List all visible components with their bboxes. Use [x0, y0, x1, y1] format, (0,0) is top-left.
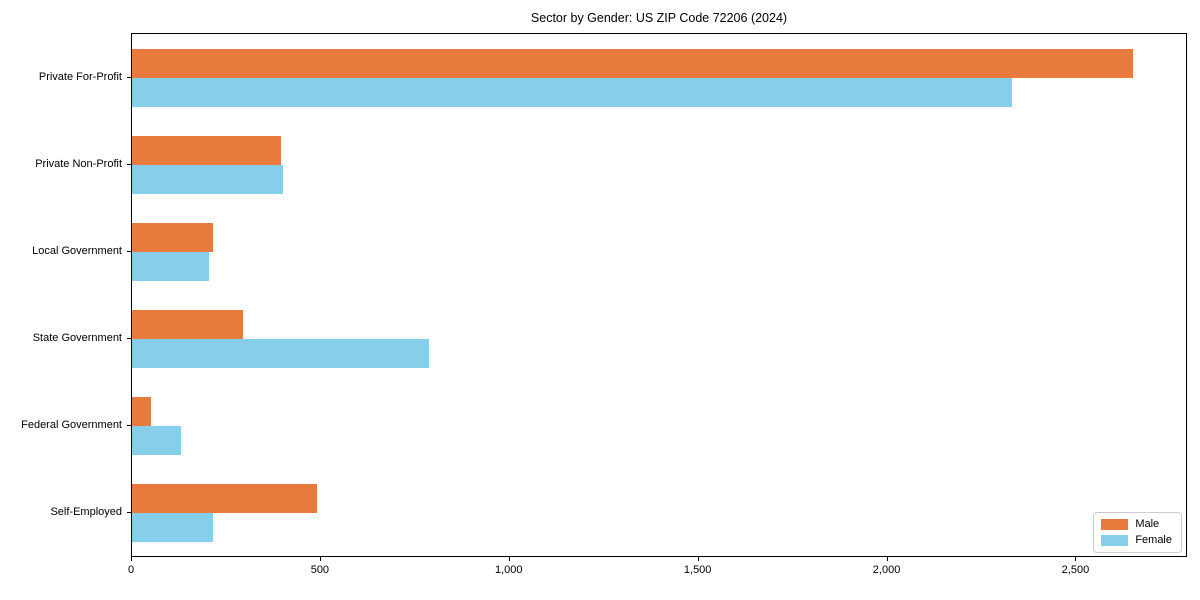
y-axis-tick — [127, 424, 131, 426]
bar-male-self-employed — [132, 483, 318, 513]
y-axis-label-federal-government: Federal Government — [21, 418, 122, 431]
bar-female-local-government — [132, 251, 210, 281]
y-axis-label-local-government: Local Government — [32, 244, 122, 257]
y-axis-tick — [127, 250, 131, 252]
x-axis-tick — [697, 557, 699, 561]
bar-male-private-non-profit — [132, 135, 282, 165]
x-axis-tick-label: 1,500 — [683, 564, 712, 576]
female-color-swatch — [1101, 535, 1129, 546]
y-axis-label-self-employed: Self-Employed — [50, 505, 122, 518]
bar-male-federal-government — [132, 396, 151, 426]
bar-female-private-for-profit — [132, 77, 1013, 107]
x-axis-tick-label: 1,000 — [495, 564, 523, 576]
plot-area: Male Female — [131, 33, 1187, 557]
y-axis-tick — [127, 337, 131, 339]
x-axis-tick — [319, 557, 321, 561]
y-axis-label-private-for-profit: Private For-Profit — [38, 70, 122, 83]
x-axis-tick — [508, 557, 510, 561]
x-axis-tick — [1075, 557, 1077, 561]
bar-male-state-government — [132, 309, 244, 339]
legend-entry-male: Male — [1101, 519, 1172, 530]
bar-female-state-government — [132, 338, 429, 368]
legend-label-female: Female — [1135, 534, 1172, 546]
bar-male-local-government — [132, 222, 214, 252]
bar-female-self-employed — [132, 512, 214, 542]
bar-female-private-non-profit — [132, 164, 284, 194]
y-axis-label-state-government: State Government — [32, 331, 122, 344]
x-axis-tick-label: 500 — [310, 564, 330, 576]
x-axis-tick-label: 2,000 — [872, 564, 901, 576]
x-axis-tick — [886, 557, 888, 561]
y-axis-label-private-non-profit: Private Non-Profit — [35, 157, 122, 170]
chart-title: Sector by Gender: US ZIP Code 72206 (202… — [530, 11, 788, 25]
bar-male-private-for-profit — [132, 48, 1134, 78]
bar-female-federal-government — [132, 425, 182, 455]
legend-entry-female: Female — [1101, 535, 1172, 546]
male-color-swatch — [1101, 519, 1129, 530]
legend: Male Female — [1093, 512, 1182, 553]
x-axis-tick-label: 0 — [127, 564, 135, 576]
y-axis-tick — [127, 76, 131, 78]
x-axis-tick-label: 2,500 — [1061, 564, 1090, 576]
legend-label-male: Male — [1135, 518, 1160, 530]
y-axis-tick — [127, 163, 131, 165]
x-axis-tick — [131, 557, 132, 561]
y-axis-tick — [127, 511, 131, 513]
